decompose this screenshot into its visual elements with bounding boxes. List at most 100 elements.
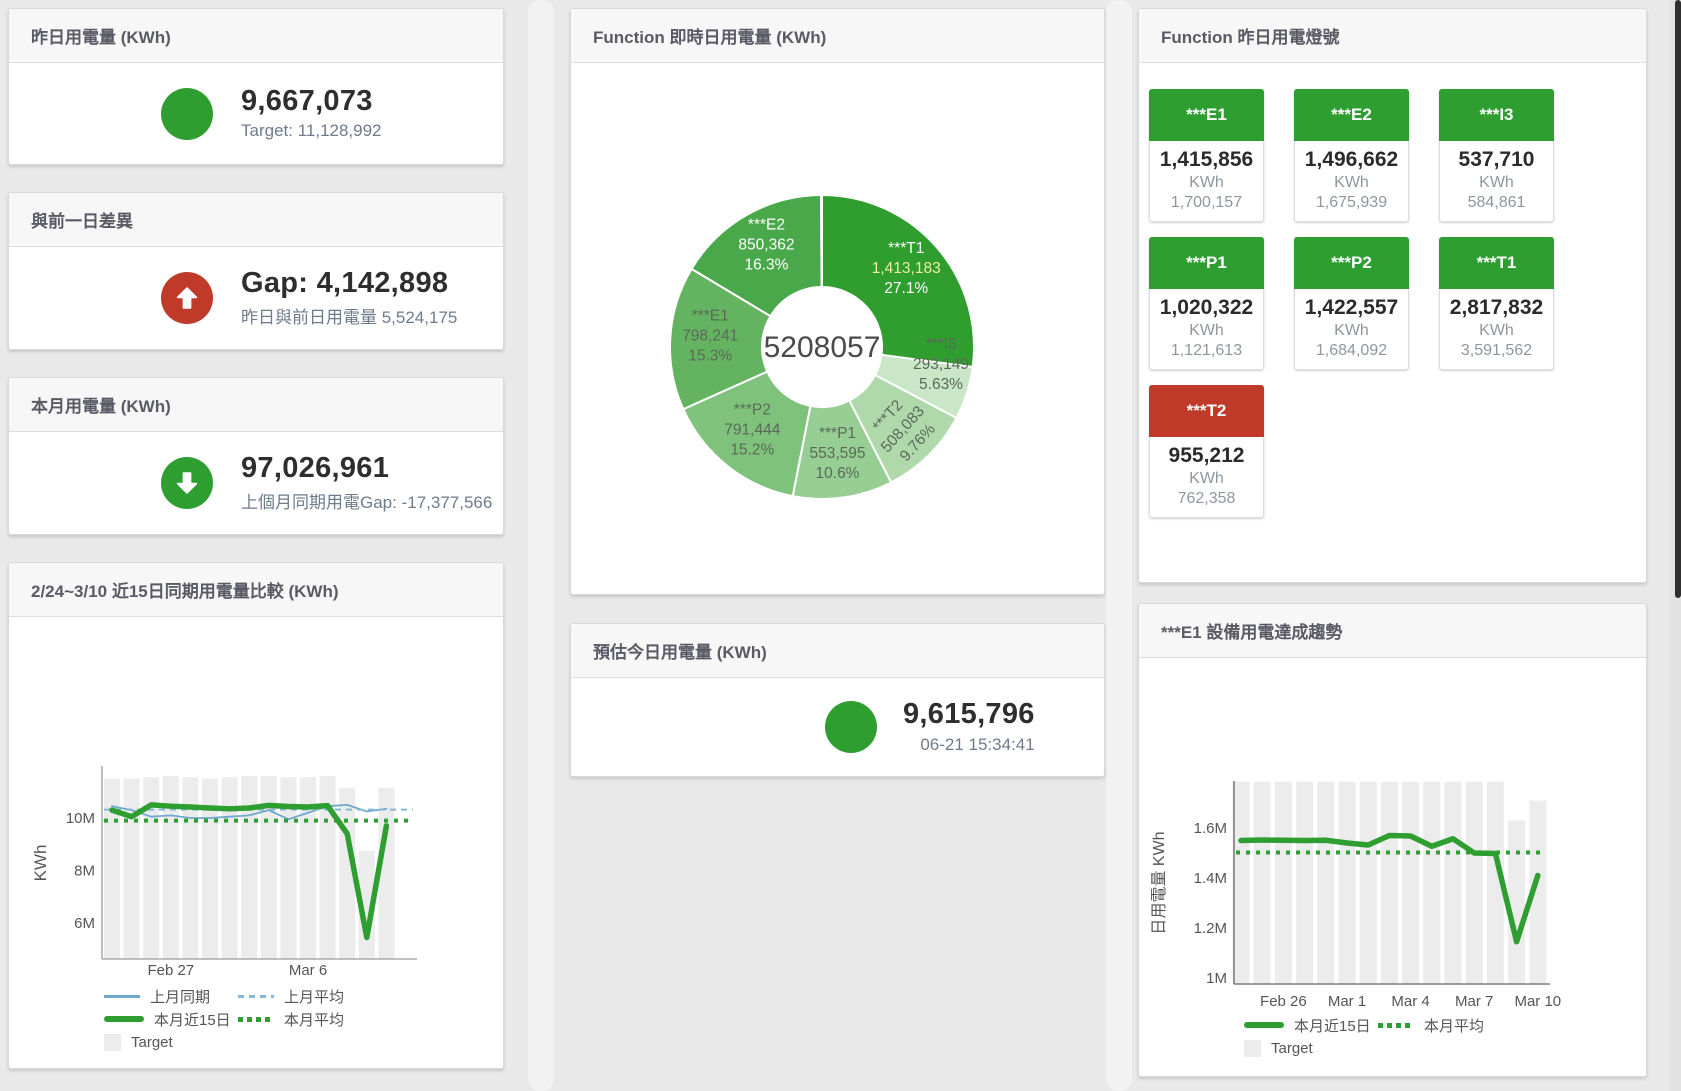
panel-header: 昨日用電量 (KWh): [9, 9, 503, 63]
tile-body: 1,496,662 KWh 1,675,939: [1294, 141, 1409, 222]
donut-slice-label: ***P1 553,595 10.6%: [809, 425, 865, 482]
scrollbar-thumb[interactable]: [1675, 0, 1681, 598]
panel-title[interactable]: ***E1 設備用電達成趨勢: [1161, 623, 1343, 642]
tile-header: ***E1: [1149, 89, 1264, 141]
legend-label: 本月平均: [284, 1011, 345, 1029]
light-tile-P2: ***P2 1,422,557 KWh 1,684,092: [1294, 237, 1409, 370]
tile-value: 1,415,856: [1159, 148, 1254, 171]
legend-swatch-bar-icon: [104, 1033, 121, 1051]
column-gap-band-right: [1106, 0, 1132, 1091]
target-bar: [1274, 781, 1292, 984]
target-bar: [1232, 781, 1250, 984]
tile-header: ***T2: [1149, 385, 1264, 437]
panel-realtime-donut: Function 即時日用電量 (KWh) ***T1 1,413,183 27.1…: [570, 8, 1105, 595]
light-tile-T2: ***T2 955,212 KWh 762,358: [1149, 385, 1264, 518]
tile-body: 2,817,832 KWh 3,591,562: [1439, 289, 1554, 370]
tile-body: 1,415,856 KWh 1,700,157: [1149, 141, 1264, 222]
tile-value: 1,422,557: [1304, 296, 1399, 319]
legend-item[interactable]: 本月平均: [1378, 1015, 1484, 1036]
panel-compare-chart: 2/24~3/10 近15日同期用電量比較 (KWh) 10M 8M 6M Feb 2…: [8, 562, 504, 1069]
status-dot-red: [161, 272, 213, 324]
target-bar: [300, 777, 316, 959]
panel-day-gap: 與前一日差異 Gap: 4,142,898 昨日與前日用電量 5,524,175: [8, 192, 504, 350]
panel-title[interactable]: 2/24~3/10 近15日同期用電量比較 (KWh): [31, 582, 339, 601]
panel-header: Function 即時日用電量 (KWh): [571, 9, 1104, 63]
tile-value: 537,710: [1458, 148, 1535, 171]
arrow-down-icon: [176, 472, 198, 494]
compare-chart: 10M 8M 6M Feb 27 Mar 6 KWh: [31, 766, 417, 979]
tile-unit: KWh: [1334, 174, 1369, 191]
legend-label: Target: [131, 1033, 173, 1051]
y-tick-label: 8M: [74, 863, 95, 880]
donut-chart: ***T1 1,413,183 27.1%***I3 293,149 5.63%***T…: [669, 193, 975, 500]
estimate-timestamp: 06-21 15:34:41: [920, 734, 1035, 754]
y-axis-label: 日用電量 KWh: [1151, 831, 1168, 934]
tile-target: 1,700,157: [1170, 194, 1243, 211]
target-bar: [1380, 781, 1398, 984]
tile-target: 1,675,939: [1315, 194, 1388, 211]
legend-label: Target: [1271, 1039, 1313, 1057]
donut-slice-label: ***E1 798,241 15.3%: [682, 307, 738, 364]
legend-item[interactable]: Target: [1244, 1039, 1313, 1057]
tile-unit: KWh: [1189, 322, 1224, 339]
panel-title[interactable]: 預估今日用電量 (KWh): [593, 643, 767, 662]
tile-header: ***E2: [1294, 89, 1409, 141]
legend-label: 本月平均: [1424, 1017, 1485, 1035]
legend-swatch-dots-green-icon: [1378, 1022, 1414, 1028]
donut-slice-T1: [821, 193, 975, 369]
legend-item[interactable]: 本月近15日: [104, 1009, 238, 1030]
donut-slice-label: ***P2 791,444 15.2%: [724, 402, 780, 459]
status-dot-green: [825, 701, 877, 753]
donut-slice-E1: [669, 267, 772, 411]
donut-slice-label: ***T1 1,413,183 27.1%: [872, 240, 941, 297]
legend-item[interactable]: 上月同期: [104, 986, 238, 1007]
target-bar: [1508, 820, 1526, 984]
panel-e1-trend-chart: ***E1 設備用電達成趨勢 1.6M 1.4M 1.2M 1M Feb 26 Mar 1…: [1138, 603, 1647, 1077]
target-bar: [1486, 781, 1504, 984]
target-bar: [1529, 800, 1547, 984]
target-bar: [1465, 781, 1483, 984]
target-bar: [104, 778, 120, 959]
panel-usage-lights: Function 昨日用電燈號 ***E1 1,415,856 KWh 1,700,1…: [1138, 8, 1647, 583]
tile-header: ***P1: [1149, 237, 1264, 289]
light-tile-T1: ***T1 2,817,832 KWh 3,591,562: [1439, 237, 1554, 370]
tile-target: 1,121,613: [1170, 342, 1243, 359]
estimate-value: 9,615,796: [903, 698, 1035, 731]
panel-title[interactable]: 與前一日差異: [31, 212, 133, 231]
tile-unit: KWh: [1479, 322, 1514, 339]
panel-title[interactable]: 昨日用電量 (KWh): [31, 28, 171, 47]
light-tile-P1: ***P1 1,020,322 KWh 1,121,613: [1149, 237, 1264, 370]
target-bar: [221, 777, 238, 959]
legend-row: 本月近15日 本月平均: [104, 1009, 344, 1030]
tile-unit: KWh: [1479, 174, 1514, 191]
donut-center-total: 5208057: [764, 331, 881, 364]
panel-header: 與前一日差異: [9, 193, 503, 247]
yesterday-target: Target: 11,128,992: [241, 121, 382, 141]
yesterday-value: 9,667,073: [241, 84, 373, 117]
panel-title[interactable]: Function 昨日用電燈號: [1161, 28, 1340, 47]
legend-swatch-thick-green-icon: [1244, 1022, 1284, 1028]
target-bar: [1402, 781, 1420, 984]
panel-header: ***E1 設備用電達成趨勢: [1139, 604, 1646, 658]
x-tick-label: Mar 6: [289, 962, 327, 979]
target-bar: [202, 778, 218, 959]
legend-row: 上月同期 上月平均: [104, 986, 344, 1007]
trend-chart: 1.6M 1.4M 1.2M 1M Feb 26 Mar 1 Mar 4 Mar 7 Mar 1…: [1151, 781, 1561, 1010]
legend-item[interactable]: Target: [104, 1033, 173, 1051]
target-bar: [123, 778, 140, 959]
legend-item[interactable]: 本月平均: [238, 1009, 344, 1030]
panel-header: 預估今日用電量 (KWh): [571, 624, 1104, 678]
x-tick-label: Feb 27: [147, 962, 194, 979]
x-tick-label: Mar 1: [1328, 993, 1366, 1010]
light-tile-E1: ***E1 1,415,856 KWh 1,700,157: [1149, 89, 1264, 222]
legend-item[interactable]: 上月平均: [238, 986, 344, 1007]
target-bar: [143, 777, 160, 959]
panel-title[interactable]: 本月用電量 (KWh): [31, 397, 171, 416]
legend-item[interactable]: 本月近15日: [1244, 1015, 1378, 1036]
panel-title[interactable]: Function 即時日用電量 (KWh): [593, 28, 827, 47]
target-bar: [319, 776, 336, 959]
y-tick-label: 1.6M: [1194, 820, 1227, 837]
donut-slice-label: ***E2 850,362 16.3%: [738, 217, 794, 274]
panel-header: Function 昨日用電燈號: [1139, 9, 1646, 63]
tile-target: 584,861: [1467, 194, 1526, 211]
